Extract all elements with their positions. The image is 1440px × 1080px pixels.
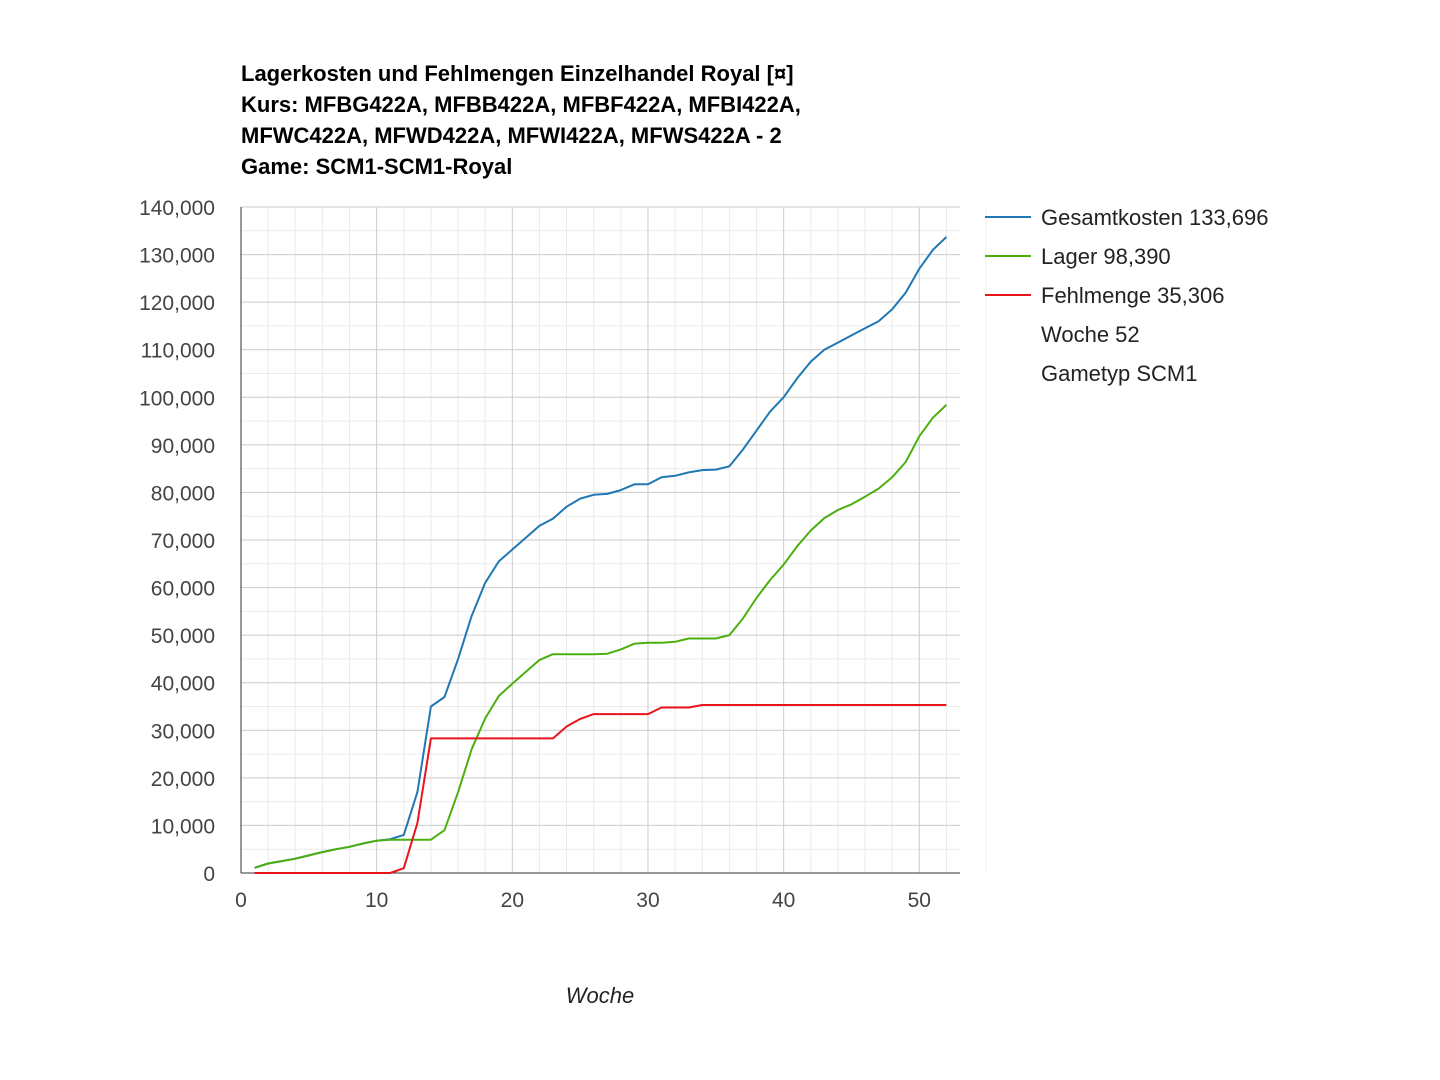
legend: Gesamtkosten 133,696 Lager 98,390 Fehlme… (985, 205, 1268, 873)
y-tick-label: 50,000 (151, 625, 215, 648)
chart-title-line-2: Kurs: MFBG422A, MFBB422A, MFBF422A, MFBI… (241, 92, 801, 117)
y-tick-label: 30,000 (151, 720, 215, 743)
y-tick-label: 130,000 (139, 245, 215, 268)
tick-labels: 0 10,000 20,000 30,000 40,000 50,000 60,000 70,… (139, 197, 931, 912)
legend-label-gametyp: Gametyp SCM1 (1041, 361, 1198, 386)
y-tick-label: 120,000 (139, 292, 215, 315)
chart-title-line-3: MFWC422A, MFWD422A, MFWI422A, MFWS422A -… (241, 123, 782, 148)
grid-lines (241, 206, 960, 873)
y-tick-label: 60,000 (151, 578, 215, 601)
y-tick-label: 140,000 (139, 197, 215, 220)
y-tick-label: 70,000 (151, 530, 215, 553)
y-tick-label: 40,000 (151, 673, 215, 696)
legend-label-gesamtkosten: Gesamtkosten 133,696 (1041, 205, 1268, 230)
y-tick-label: 20,000 (151, 768, 215, 791)
series-line-lager (254, 404, 948, 869)
chart-title-line-1: Lagerkosten und Fehlmengen Einzelhandel … (241, 61, 794, 86)
x-tick-label: 50 (908, 889, 931, 912)
legend-item-lager[interactable]: Lager 98,390 (985, 244, 1171, 269)
y-tick-label: 110,000 (141, 340, 215, 363)
chart-title-line-4: Game: SCM1-SCM1-Royal (241, 154, 513, 179)
x-tick-label: 40 (772, 889, 795, 912)
legend-label-woche: Woche 52 (1041, 322, 1140, 347)
y-tick-label: 10,000 (151, 815, 215, 838)
legend-label-fehlmenge: Fehlmenge 35,306 (1041, 283, 1224, 308)
x-tick-label: 30 (636, 889, 659, 912)
y-tick-label: 100,000 (139, 387, 215, 410)
x-tick-label: 0 (235, 889, 247, 912)
x-axis-label: Woche (566, 983, 634, 1008)
series-lines (254, 236, 948, 874)
legend-item-fehlmenge[interactable]: Fehlmenge 35,306 (985, 283, 1224, 308)
legend-label-lager: Lager 98,390 (1041, 244, 1171, 269)
chart-title: Lagerkosten und Fehlmengen Einzelhandel … (241, 58, 941, 182)
legend-item-gesamtkosten[interactable]: Gesamtkosten 133,696 (985, 205, 1268, 230)
x-tick-label: 10 (365, 889, 388, 912)
series-line-fehlmenge (254, 704, 947, 874)
y-tick-label: 0 (203, 863, 215, 886)
y-tick-label: 90,000 (151, 435, 215, 458)
x-tick-label: 20 (501, 889, 524, 912)
series-line-gesamtkosten (254, 236, 948, 869)
y-tick-label: 80,000 (151, 482, 215, 505)
